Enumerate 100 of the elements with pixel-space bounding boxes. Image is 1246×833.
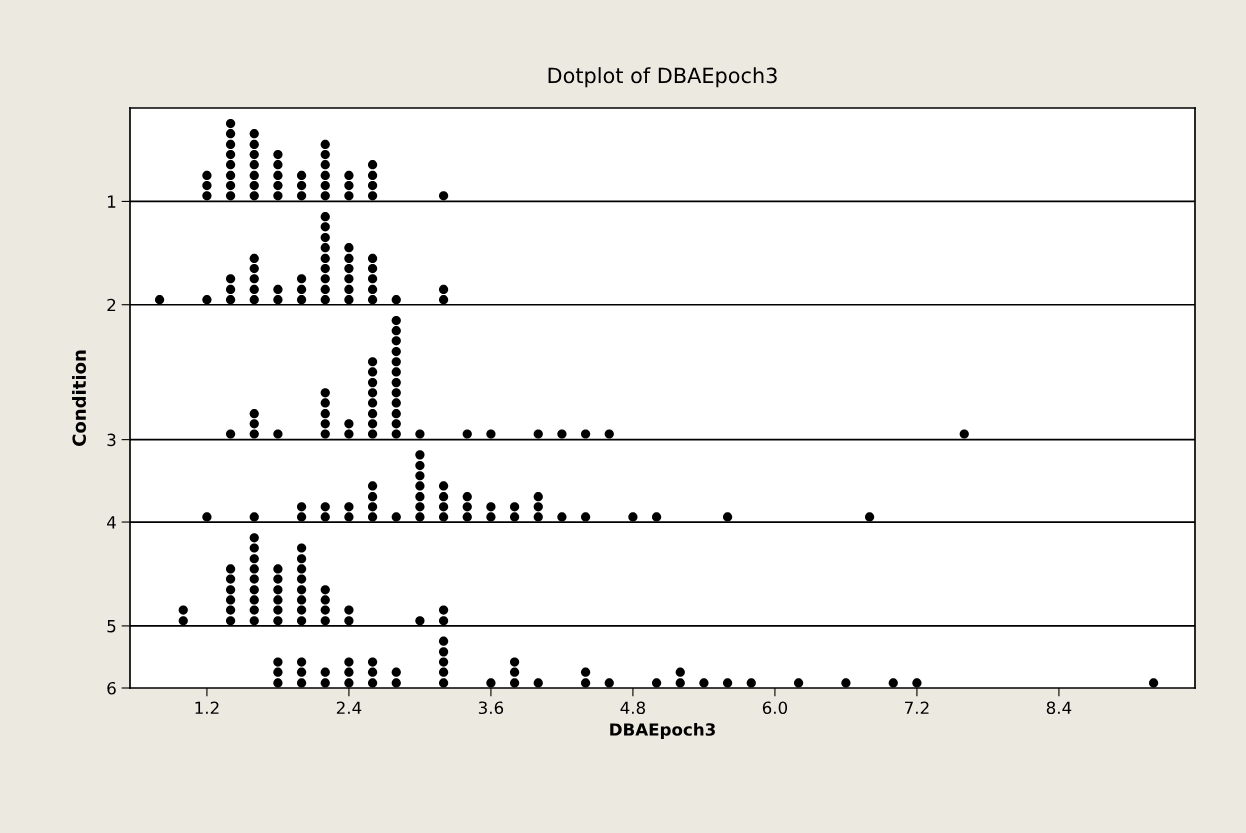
point bbox=[533, 502, 543, 512]
x-tick-label: 6.0 bbox=[762, 701, 788, 715]
point bbox=[344, 429, 354, 439]
point bbox=[296, 678, 307, 688]
point bbox=[509, 502, 520, 512]
point bbox=[438, 667, 449, 677]
point bbox=[273, 657, 283, 667]
point bbox=[438, 481, 449, 491]
point bbox=[462, 502, 472, 512]
point bbox=[273, 574, 283, 584]
point bbox=[320, 398, 330, 408]
point bbox=[912, 678, 922, 688]
point bbox=[628, 512, 638, 522]
point bbox=[438, 605, 449, 615]
point bbox=[367, 253, 378, 264]
point bbox=[249, 512, 259, 522]
point bbox=[320, 170, 330, 181]
point bbox=[249, 181, 259, 191]
point bbox=[344, 295, 354, 305]
point bbox=[296, 191, 307, 201]
point bbox=[391, 295, 401, 305]
point bbox=[320, 243, 330, 253]
point bbox=[438, 616, 449, 626]
point bbox=[391, 429, 401, 439]
point bbox=[249, 419, 259, 429]
point bbox=[249, 574, 259, 584]
point bbox=[273, 564, 283, 574]
point bbox=[367, 429, 378, 439]
point bbox=[296, 274, 307, 284]
point bbox=[320, 595, 330, 605]
point bbox=[178, 605, 188, 615]
point bbox=[249, 191, 259, 201]
point bbox=[509, 657, 520, 667]
point bbox=[367, 667, 378, 677]
point bbox=[273, 170, 283, 181]
point bbox=[249, 554, 259, 564]
point bbox=[391, 326, 401, 336]
point bbox=[533, 678, 543, 688]
point bbox=[367, 512, 378, 522]
point bbox=[367, 191, 378, 201]
point bbox=[225, 295, 236, 305]
point bbox=[699, 678, 709, 688]
point bbox=[391, 346, 401, 357]
point bbox=[249, 263, 259, 274]
point bbox=[344, 170, 354, 181]
point bbox=[391, 419, 401, 429]
point bbox=[604, 678, 614, 688]
point bbox=[320, 160, 330, 170]
point bbox=[367, 398, 378, 408]
point bbox=[225, 585, 236, 595]
point bbox=[367, 481, 378, 491]
point bbox=[367, 419, 378, 429]
point bbox=[415, 492, 425, 502]
point bbox=[344, 274, 354, 284]
point bbox=[249, 253, 259, 264]
point bbox=[249, 149, 259, 160]
point bbox=[249, 616, 259, 626]
legend-label: 2 bbox=[107, 298, 116, 312]
point bbox=[296, 605, 307, 615]
point bbox=[557, 429, 567, 439]
point bbox=[438, 657, 449, 667]
point bbox=[225, 274, 236, 284]
point bbox=[320, 191, 330, 201]
point bbox=[296, 657, 307, 667]
point bbox=[415, 502, 425, 512]
point bbox=[273, 429, 283, 439]
legend-label: 5 bbox=[107, 620, 116, 633]
point bbox=[391, 357, 401, 367]
point bbox=[249, 543, 259, 553]
point bbox=[344, 512, 354, 522]
point bbox=[391, 667, 401, 677]
point bbox=[793, 678, 804, 688]
point bbox=[273, 678, 283, 688]
point bbox=[486, 502, 496, 512]
point bbox=[438, 295, 449, 305]
point bbox=[438, 636, 449, 646]
point bbox=[391, 315, 401, 326]
point bbox=[580, 512, 591, 522]
point bbox=[959, 429, 969, 439]
point bbox=[225, 429, 236, 439]
point bbox=[533, 492, 543, 502]
point bbox=[367, 492, 378, 502]
point bbox=[320, 419, 330, 429]
point bbox=[249, 295, 259, 305]
point bbox=[486, 429, 496, 439]
point bbox=[296, 512, 307, 522]
point bbox=[296, 595, 307, 605]
point bbox=[273, 191, 283, 201]
point bbox=[225, 160, 236, 170]
point bbox=[273, 295, 283, 305]
point bbox=[367, 181, 378, 191]
point bbox=[462, 492, 472, 502]
point bbox=[344, 419, 354, 429]
point bbox=[841, 678, 851, 688]
x-tick-label: 2.4 bbox=[336, 701, 362, 714]
point bbox=[344, 616, 354, 626]
point bbox=[438, 647, 449, 657]
point bbox=[344, 667, 354, 677]
point bbox=[320, 605, 330, 615]
point bbox=[391, 409, 401, 419]
